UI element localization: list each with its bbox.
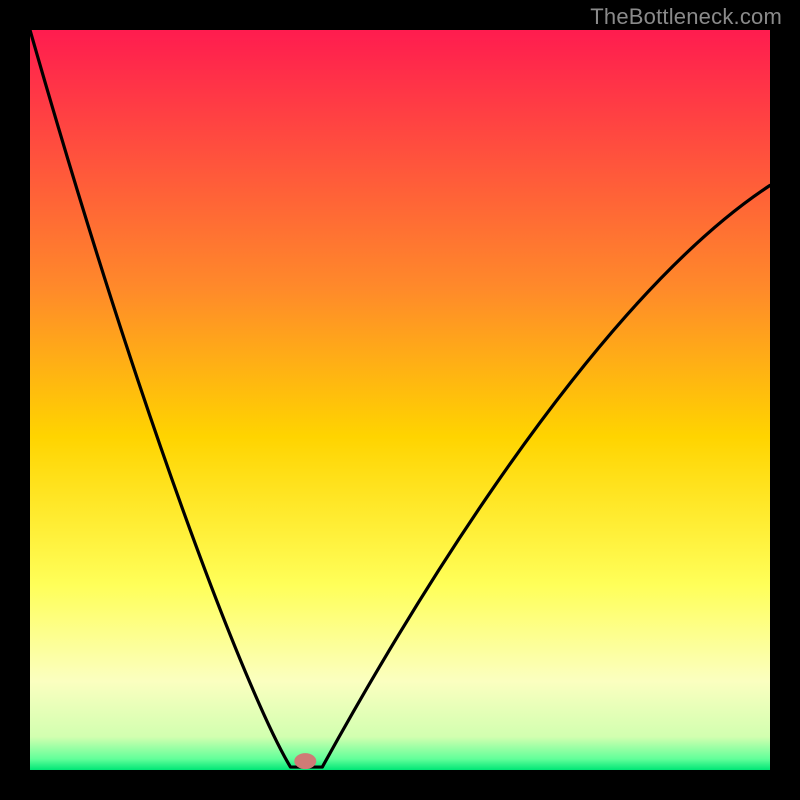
plot-area	[30, 30, 770, 770]
min-marker	[294, 753, 316, 769]
curve-layer	[30, 30, 770, 770]
watermark-text: TheBottleneck.com	[590, 4, 782, 30]
chart-canvas: TheBottleneck.com	[0, 0, 800, 800]
bottleneck-curve	[30, 30, 770, 767]
